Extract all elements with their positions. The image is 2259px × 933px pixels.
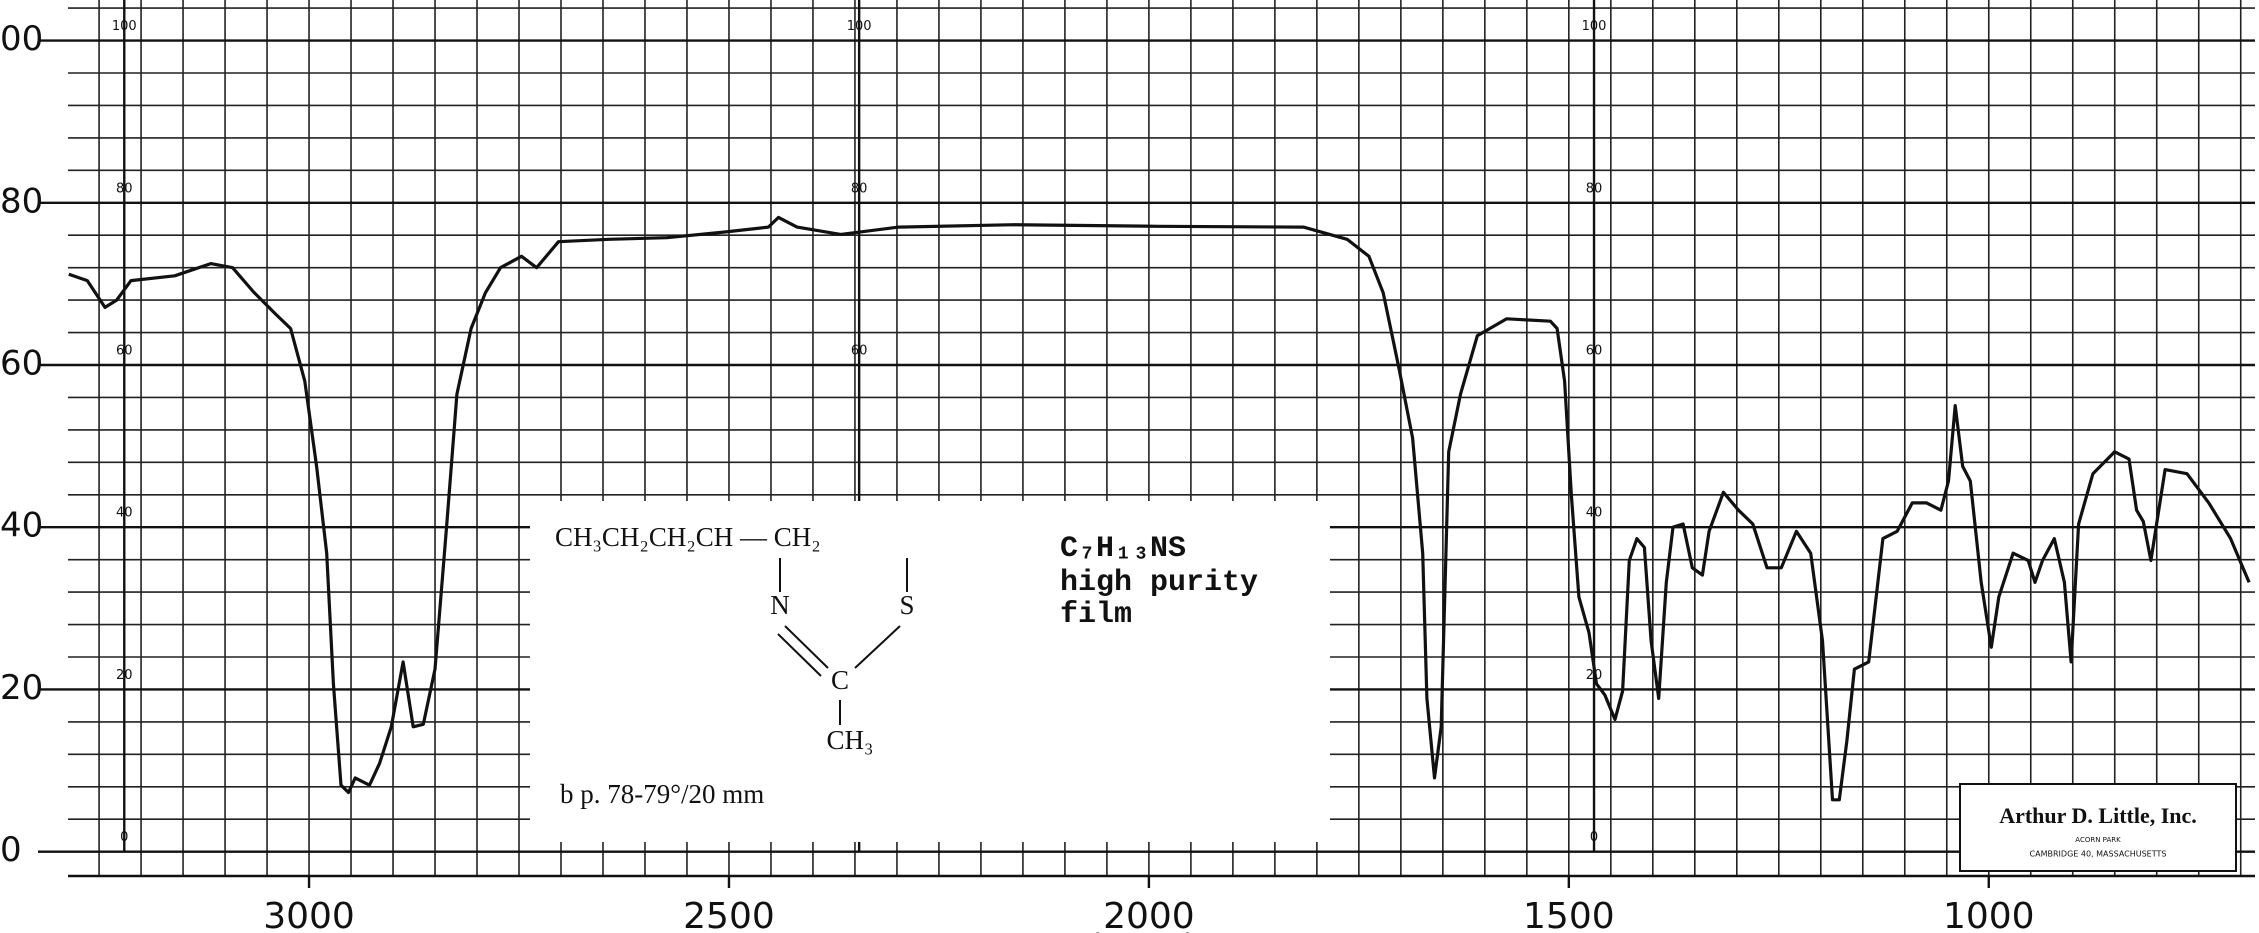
bond	[777, 633, 822, 677]
formula: C₇H₁₃NS	[1060, 532, 1186, 566]
atom: S	[899, 590, 914, 620]
y-tick-label: 00	[0, 19, 43, 59]
inner-scale-label: 20	[116, 668, 133, 683]
inner-scale-label: 0	[1590, 830, 1598, 845]
inner-scale-label: 60	[1586, 344, 1603, 359]
purity: high purity	[1060, 566, 1258, 600]
y-tick-label: 20	[0, 668, 43, 708]
atom: C	[831, 665, 849, 695]
address: CAMBRIDGE 40, MASSACHUSETTS	[2030, 850, 2167, 859]
structure-formula: CH₃CH₂CH₂CH — CH₂	[555, 522, 821, 552]
inner-scale-label: 80	[1586, 181, 1603, 196]
sample: film	[1060, 598, 1132, 632]
atom: CH₃	[827, 725, 874, 755]
y-tick-label: 80	[0, 181, 43, 221]
inner-scale-label: 100	[1582, 19, 1607, 34]
atom: N	[770, 590, 790, 620]
y-tick-label: 40	[0, 506, 43, 546]
x-tick-label: 3000	[263, 896, 355, 933]
inner-scale-label: 80	[116, 181, 133, 196]
x-tick-label: 2500	[683, 896, 775, 933]
boiling-point: b p. 78-79°/20 mm	[560, 779, 764, 809]
inner-scale-label: 80	[851, 181, 868, 196]
x-tick-label: 2000	[1103, 896, 1195, 933]
inner-scale-label: 40	[116, 506, 133, 521]
bond	[784, 625, 829, 669]
y-tick-label: 60	[0, 344, 43, 384]
spectrum-line	[68, 215, 2251, 802]
y-tick-label: 0	[0, 830, 22, 870]
x-tick-label: 1000	[1943, 896, 2035, 933]
company: Arthur D. Little, Inc.	[1999, 803, 2197, 828]
x-axis-label: FREQUENCY (CM-1)	[884, 927, 1196, 933]
inner-scale-label: 0	[120, 830, 128, 845]
inner-scale-label: 40	[1586, 506, 1603, 521]
structure-panel: CH₃CH₂CH₂CH — CH₂ N S C CH₃ b p. 78-79°/20 mm…	[530, 501, 1330, 842]
structure-box	[530, 501, 1330, 842]
inner-scale-label: 100	[112, 19, 137, 34]
inner-scale-label: 100	[847, 19, 872, 34]
inner-scale-label: 60	[851, 344, 868, 359]
x-tick-label: 1500	[1523, 896, 1615, 933]
bond	[854, 625, 901, 669]
logo-box	[1959, 783, 2237, 872]
inner-scale-label: 60	[116, 344, 133, 359]
address: ACORN PARK	[2075, 836, 2121, 844]
